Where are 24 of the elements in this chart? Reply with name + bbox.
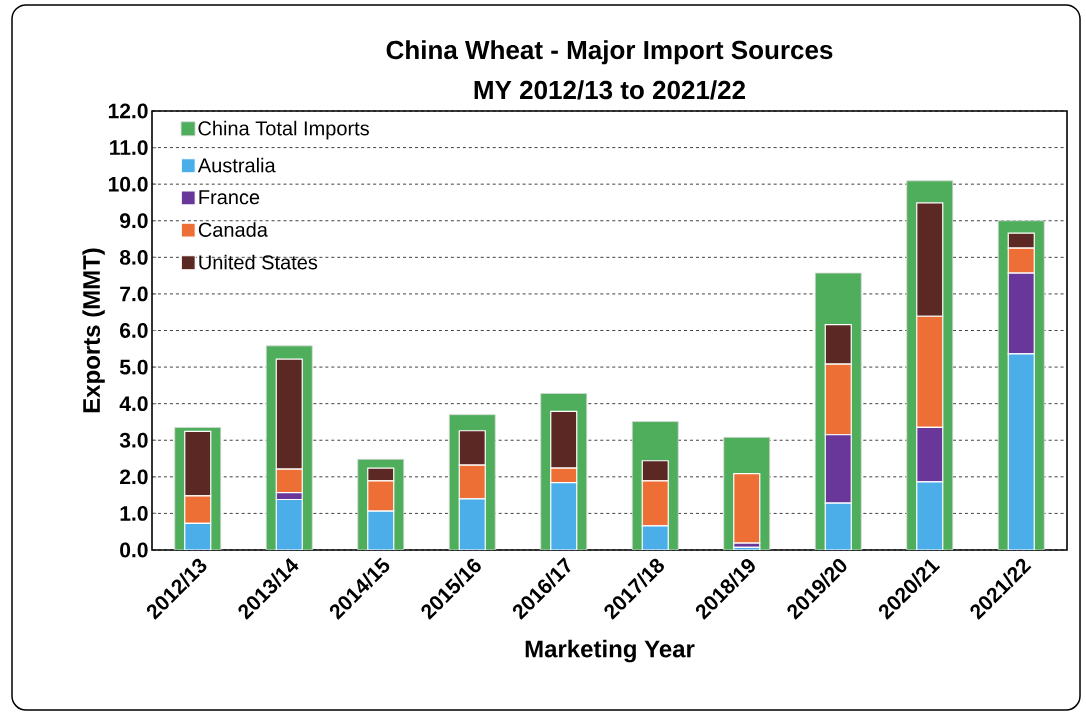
y-tick-label: 1.0 bbox=[120, 505, 148, 521]
y-tick-label: 2.0 bbox=[120, 469, 148, 485]
y-tick-label: 0.0 bbox=[120, 542, 148, 558]
y-tick-label: 9.0 bbox=[120, 213, 148, 229]
y-tick-label: 4.0 bbox=[119, 396, 148, 412]
y-tick-label: 3.0 bbox=[119, 432, 148, 448]
legend-label: Canada bbox=[198, 222, 268, 237]
y-tick-label: 12.0 bbox=[108, 103, 148, 119]
x-axis-title: Marketing Year bbox=[525, 639, 695, 663]
y-tick-label: 11.0 bbox=[110, 140, 148, 156]
y-tick-label: 7.0 bbox=[120, 286, 148, 302]
y-tick-label: 10.0 bbox=[108, 176, 148, 192]
legend-label: United States bbox=[199, 254, 318, 270]
bar bbox=[733, 472, 761, 544]
legend-label: Australia bbox=[197, 157, 276, 173]
legend-label: China Total Imports bbox=[198, 120, 369, 140]
chart-subtitle: MY 2012/13 to 2021/22 bbox=[474, 80, 746, 100]
y-tick-label: 6.0 bbox=[120, 323, 148, 338]
y-axis-title: Exports (MMT) bbox=[82, 248, 105, 413]
y-tick-label: 8.0 bbox=[119, 249, 148, 265]
bar bbox=[733, 546, 761, 550]
chart-title: China Wheat - Major Import Sources bbox=[386, 40, 833, 65]
legend-label: France bbox=[199, 190, 260, 205]
y-tick-label: 5.0 bbox=[119, 359, 148, 375]
